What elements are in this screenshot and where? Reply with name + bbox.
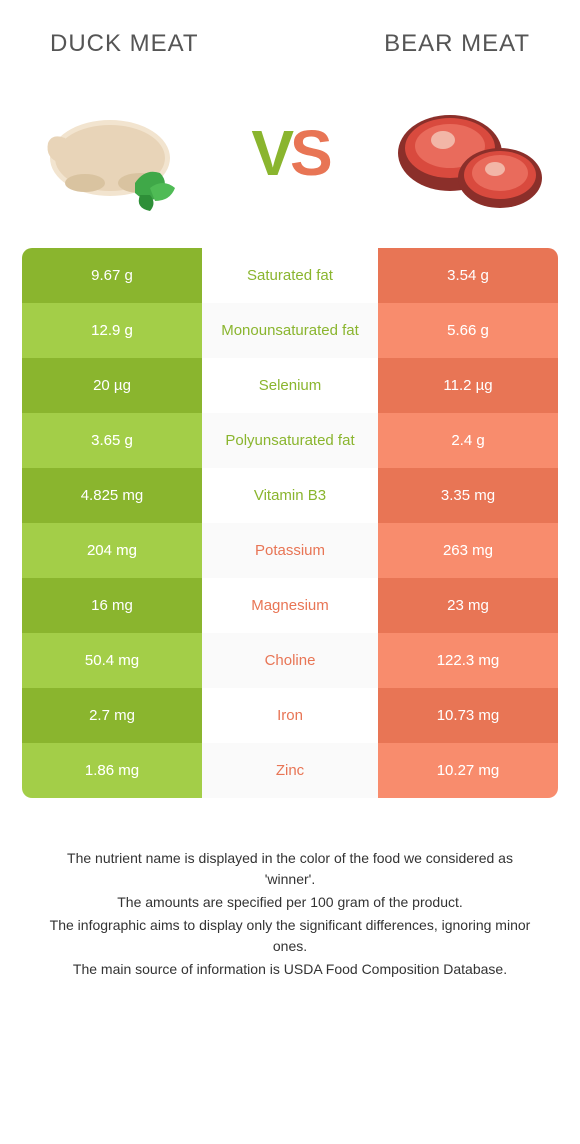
cell-right-value: 5.66 g bbox=[378, 303, 558, 358]
table-row: 50.4 mgCholine122.3 mg bbox=[22, 633, 558, 688]
title-right: BEAR MEAT bbox=[384, 30, 530, 58]
cell-nutrient-label: Zinc bbox=[202, 743, 378, 798]
vs-s: S bbox=[290, 117, 329, 189]
table-row: 204 mgPotassium263 mg bbox=[22, 523, 558, 578]
cell-left-value: 2.7 mg bbox=[22, 688, 202, 743]
table-row: 3.65 gPolyunsaturated fat2.4 g bbox=[22, 413, 558, 468]
cell-left-value: 3.65 g bbox=[22, 413, 202, 468]
cell-right-value: 23 mg bbox=[378, 578, 558, 633]
cell-nutrient-label: Vitamin B3 bbox=[202, 468, 378, 523]
cell-left-value: 4.825 mg bbox=[22, 468, 202, 523]
cell-left-value: 12.9 g bbox=[22, 303, 202, 358]
vs-v: V bbox=[251, 117, 290, 189]
images-row: VS bbox=[0, 68, 580, 248]
cell-nutrient-label: Monounsaturated fat bbox=[202, 303, 378, 358]
footer-line: The nutrient name is displayed in the co… bbox=[40, 848, 540, 890]
cell-nutrient-label: Magnesium bbox=[202, 578, 378, 633]
cell-right-value: 263 mg bbox=[378, 523, 558, 578]
header: DUCK MEAT BEAR MEAT bbox=[0, 0, 580, 68]
table-row: 16 mgMagnesium23 mg bbox=[22, 578, 558, 633]
cell-right-value: 10.27 mg bbox=[378, 743, 558, 798]
cell-left-value: 20 µg bbox=[22, 358, 202, 413]
cell-nutrient-label: Polyunsaturated fat bbox=[202, 413, 378, 468]
cell-right-value: 2.4 g bbox=[378, 413, 558, 468]
comparison-table: 9.67 gSaturated fat3.54 g12.9 gMonounsat… bbox=[22, 248, 558, 798]
cell-left-value: 1.86 mg bbox=[22, 743, 202, 798]
table-row: 9.67 gSaturated fat3.54 g bbox=[22, 248, 558, 303]
cell-nutrient-label: Iron bbox=[202, 688, 378, 743]
cell-left-value: 50.4 mg bbox=[22, 633, 202, 688]
cell-left-value: 16 mg bbox=[22, 578, 202, 633]
cell-nutrient-label: Choline bbox=[202, 633, 378, 688]
footer-notes: The nutrient name is displayed in the co… bbox=[0, 848, 580, 982]
bear-meat-image bbox=[380, 88, 550, 218]
title-left: DUCK MEAT bbox=[50, 30, 199, 58]
cell-nutrient-label: Selenium bbox=[202, 358, 378, 413]
vs-label: VS bbox=[251, 116, 328, 190]
cell-left-value: 9.67 g bbox=[22, 248, 202, 303]
cell-nutrient-label: Saturated fat bbox=[202, 248, 378, 303]
footer-line: The main source of information is USDA F… bbox=[40, 959, 540, 980]
cell-nutrient-label: Potassium bbox=[202, 523, 378, 578]
table-row: 12.9 gMonounsaturated fat5.66 g bbox=[22, 303, 558, 358]
cell-left-value: 204 mg bbox=[22, 523, 202, 578]
table-row: 1.86 mgZinc10.27 mg bbox=[22, 743, 558, 798]
cell-right-value: 122.3 mg bbox=[378, 633, 558, 688]
cell-right-value: 11.2 µg bbox=[378, 358, 558, 413]
cell-right-value: 3.54 g bbox=[378, 248, 558, 303]
table-row: 2.7 mgIron10.73 mg bbox=[22, 688, 558, 743]
duck-image bbox=[30, 88, 200, 218]
cell-right-value: 3.35 mg bbox=[378, 468, 558, 523]
footer-line: The infographic aims to display only the… bbox=[40, 915, 540, 957]
footer-line: The amounts are specified per 100 gram o… bbox=[40, 892, 540, 913]
table-row: 4.825 mgVitamin B33.35 mg bbox=[22, 468, 558, 523]
table-row: 20 µgSelenium11.2 µg bbox=[22, 358, 558, 413]
cell-right-value: 10.73 mg bbox=[378, 688, 558, 743]
